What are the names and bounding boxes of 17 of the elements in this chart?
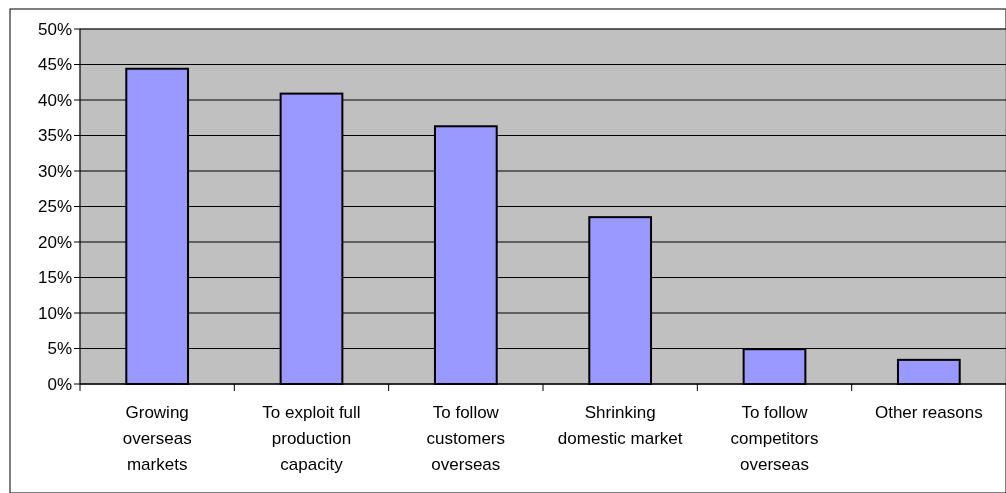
y-tick-label: 45%	[37, 55, 72, 75]
x-tick-label: Shrinking domestic market	[557, 403, 683, 448]
y-tick-label: 25%	[37, 197, 72, 217]
y-tick-label: 5%	[47, 339, 72, 359]
y-tick-label: 30%	[37, 161, 72, 181]
x-tick-label: Growing overseas markets	[122, 403, 192, 474]
x-tick-label: Other reasons	[874, 403, 983, 422]
y-tick-label: 40%	[37, 90, 72, 110]
y-tick-label: 10%	[37, 303, 72, 323]
y-tick-label: 50%	[37, 19, 72, 39]
y-tick-label: 15%	[37, 268, 72, 288]
x-tick-label: To follow customers overseas	[426, 403, 506, 474]
y-tick-label: 35%	[37, 126, 72, 146]
y-tick-label: 20%	[37, 232, 72, 252]
x-tick-label: To follow competitors overseas	[730, 403, 819, 474]
y-tick-label: 0%	[47, 374, 72, 394]
x-tick-label: To exploit full production capacity	[262, 403, 361, 474]
